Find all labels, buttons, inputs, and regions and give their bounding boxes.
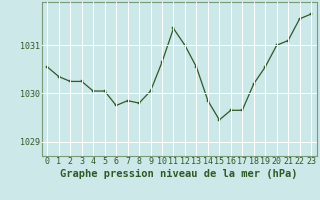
X-axis label: Graphe pression niveau de la mer (hPa): Graphe pression niveau de la mer (hPa) bbox=[60, 168, 298, 179]
